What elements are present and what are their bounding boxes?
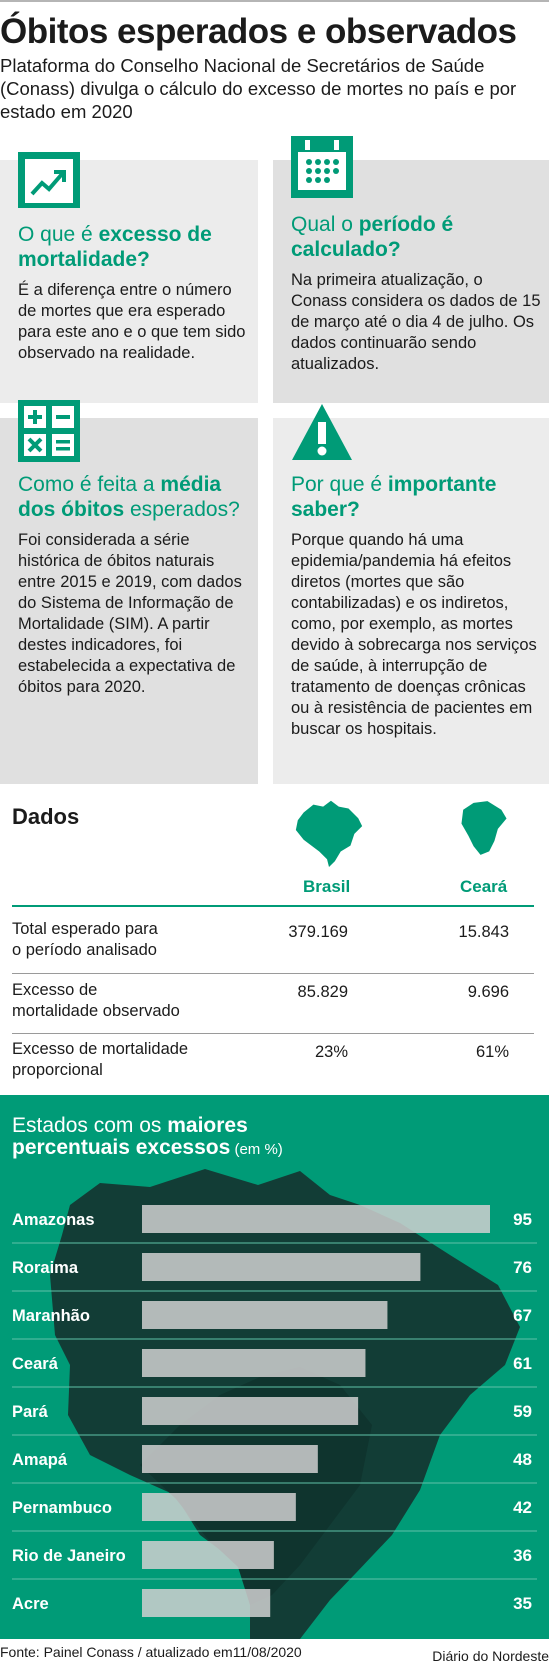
source-note: Fonte: Painel Conass / atualizado em11/0… bbox=[0, 1644, 302, 1660]
value-ceara: 61% bbox=[475, 1043, 509, 1061]
bar-rio-de-janeiro bbox=[142, 1541, 274, 1569]
card-body: Foi considerada a série histórica de óbi… bbox=[18, 531, 242, 696]
value-ceara: 9.696 bbox=[467, 983, 509, 1001]
ceara-map-icon bbox=[461, 801, 507, 855]
category-label: Ceará bbox=[12, 1355, 59, 1373]
column-brasil: Brasil bbox=[303, 877, 351, 896]
page-title: Óbitos esperados e observados bbox=[0, 12, 517, 51]
category-label: Amazonas bbox=[12, 1211, 95, 1229]
category-label: Maranhão bbox=[12, 1307, 90, 1325]
card-periodo: Qual o período é calculado? Na primeira … bbox=[273, 136, 549, 403]
warning-icon bbox=[292, 404, 352, 460]
category-label: Acre bbox=[12, 1595, 49, 1613]
value-ceara: 15.843 bbox=[458, 923, 509, 941]
card-body: É a diferença entre o número de mortes q… bbox=[18, 281, 246, 362]
card-excesso: O que é excesso de mortalidade? É a dife… bbox=[0, 152, 258, 403]
line-chart-icon bbox=[18, 152, 80, 214]
dados-title: Dados bbox=[12, 804, 80, 829]
card-body: Porque quando há uma epidemia/pandemia h… bbox=[291, 531, 537, 738]
bar-ceará bbox=[142, 1349, 366, 1377]
category-label: Rio de Janeiro bbox=[12, 1547, 126, 1565]
value-label: 35 bbox=[513, 1594, 532, 1613]
card-title: Como é feita a média dos óbitos esperado… bbox=[18, 473, 240, 521]
value-label: 48 bbox=[513, 1450, 532, 1469]
card-title: O que é excesso de mortalidade? bbox=[18, 223, 212, 271]
chart-panel: Amazonas 95 Roraima 76 Maranhão 67 Ceará 61 Pará… bbox=[0, 1095, 549, 1639]
row-label-line-1: Total esperado para bbox=[12, 920, 158, 938]
value-brasil: 85.829 bbox=[297, 983, 348, 1001]
value-label: 76 bbox=[513, 1258, 532, 1277]
card-importante: Por que é importante saber? Porque quand… bbox=[273, 404, 549, 784]
row-label-line-2: o período analisado bbox=[12, 941, 157, 959]
chart-title: Estados com os maiores percentuais exces… bbox=[12, 1114, 283, 1159]
bar-acre bbox=[142, 1589, 271, 1617]
value-label: 36 bbox=[513, 1546, 532, 1565]
top-rule bbox=[0, 0, 549, 2]
brand-credit: Diário do Nordeste bbox=[432, 1648, 549, 1664]
category-label: Pará bbox=[12, 1403, 49, 1421]
bar-roraima bbox=[142, 1253, 421, 1281]
bar-pará bbox=[142, 1397, 359, 1425]
card-media: Como é feita a média dos óbitos esperado… bbox=[0, 400, 258, 784]
row-label-line-2: proporcional bbox=[12, 1061, 103, 1079]
value-label: 67 bbox=[513, 1306, 532, 1325]
table-header-rule bbox=[12, 905, 534, 907]
row-label-line-2: mortalidade observado bbox=[12, 1002, 180, 1020]
bar-pernambuco bbox=[142, 1493, 296, 1521]
row-label-line-1: Excesso de mortalidade bbox=[12, 1040, 189, 1058]
bar-amazonas bbox=[142, 1205, 490, 1233]
value-brasil: 379.169 bbox=[288, 923, 348, 941]
category-label: Roraima bbox=[12, 1259, 79, 1277]
excess-bar-chart: Amazonas 95 Roraima 76 Maranhão 67 Ceará 61 Pará… bbox=[12, 1205, 537, 1617]
category-label: Amapá bbox=[12, 1451, 68, 1469]
column-ceara: Ceará bbox=[460, 877, 508, 896]
value-label: 95 bbox=[513, 1210, 532, 1229]
value-brasil: 23% bbox=[314, 1043, 348, 1061]
category-label: Pernambuco bbox=[12, 1499, 112, 1517]
bar-amapá bbox=[142, 1445, 318, 1473]
card-title: Por que é importante saber? bbox=[291, 473, 497, 521]
brazil-map-icon bbox=[295, 800, 363, 868]
value-label: 42 bbox=[513, 1498, 532, 1517]
calculator-icon bbox=[18, 400, 80, 462]
calendar-icon bbox=[291, 136, 353, 198]
row-divider bbox=[12, 973, 534, 974]
value-label: 59 bbox=[513, 1402, 532, 1421]
card-body: Na primeira atualização, o Conass consid… bbox=[291, 271, 541, 373]
row-label-line-1: Excesso de bbox=[12, 981, 98, 999]
card-title: Qual o período é calculado? bbox=[291, 213, 454, 261]
value-label: 61 bbox=[513, 1354, 532, 1373]
page-subtitle: Plataforma do Conselho Nacional de Secre… bbox=[0, 55, 517, 122]
bar-maranhão bbox=[142, 1301, 388, 1329]
row-divider bbox=[12, 1033, 534, 1034]
